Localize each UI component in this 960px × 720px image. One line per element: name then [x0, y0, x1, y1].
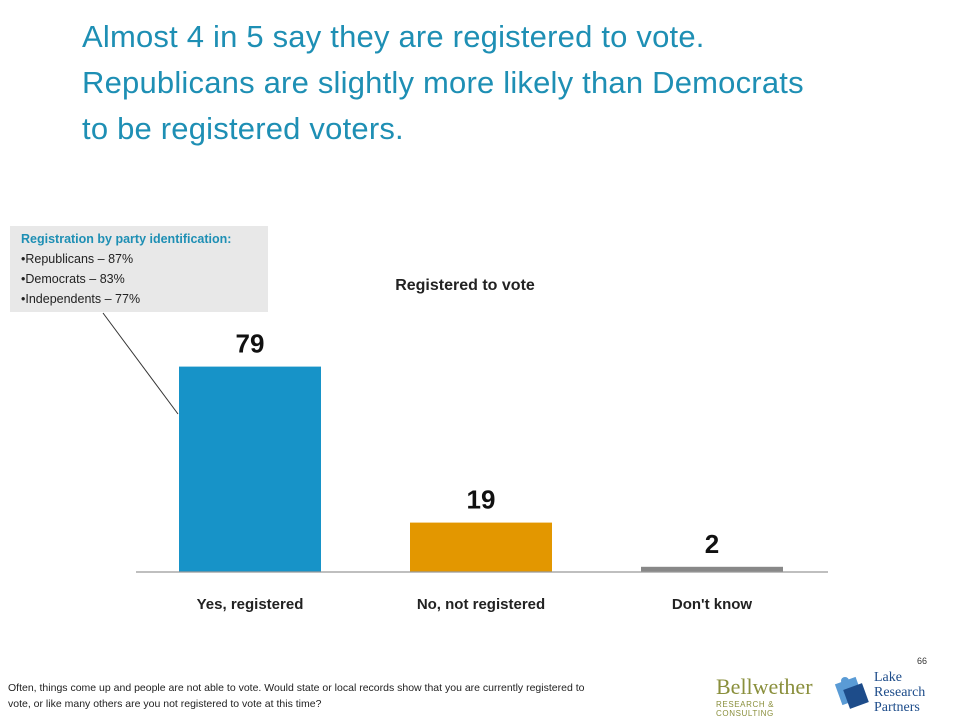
headline-line-1: Almost 4 in 5 say they are registered to… [82, 19, 705, 54]
callout-item-independents: •Independents – 77% [21, 292, 141, 306]
lake-logo-line-2: Research [874, 685, 926, 700]
bar-2 [641, 566, 783, 572]
bellwether-logo-subtitle: RESEARCH & CONSULTING [716, 700, 775, 718]
puzzle-icon [834, 676, 869, 709]
lake-logo-line-3: Partners [874, 700, 920, 715]
data-label-1: 19 [467, 485, 496, 515]
bar-0 [179, 366, 321, 572]
category-label-2: Don't know [672, 596, 753, 613]
headline-line-3: to be registered voters. [82, 111, 404, 146]
question-footnote: Often, things come up and people are not… [8, 682, 585, 710]
callout-leader-line [102, 312, 179, 415]
lake-logo-line-1: Lake [874, 670, 902, 685]
party-registration-callout: Registration by party identification: •R… [10, 226, 268, 312]
category-label-0: Yes, registered [197, 596, 304, 613]
bar-1 [410, 522, 552, 572]
headline-line-2: Republicans are slightly more likely tha… [82, 65, 804, 100]
page-number: 66 [917, 656, 928, 666]
callout-title: Registration by party identification: [21, 232, 232, 246]
bellwether-logo-name: Bellwether [716, 674, 813, 699]
lake-logo-text: Lake Research Partners [874, 670, 925, 715]
chart-title: Registered to vote [395, 277, 535, 294]
category-label-1: No, not registered [417, 596, 545, 613]
page-headline: Almost 4 in 5 say they are registered to… [82, 14, 942, 152]
data-label-0: 79 [236, 329, 265, 359]
data-label-2: 2 [705, 529, 719, 559]
bellwether-logo: Bellwether RESEARCH & CONSULTING [716, 674, 826, 719]
callout-item-republicans: •Republicans – 87% [21, 252, 134, 266]
callout-item-democrats: •Democrats – 83% [21, 272, 125, 286]
lake-research-logo: Lake Research Partners [832, 670, 952, 718]
